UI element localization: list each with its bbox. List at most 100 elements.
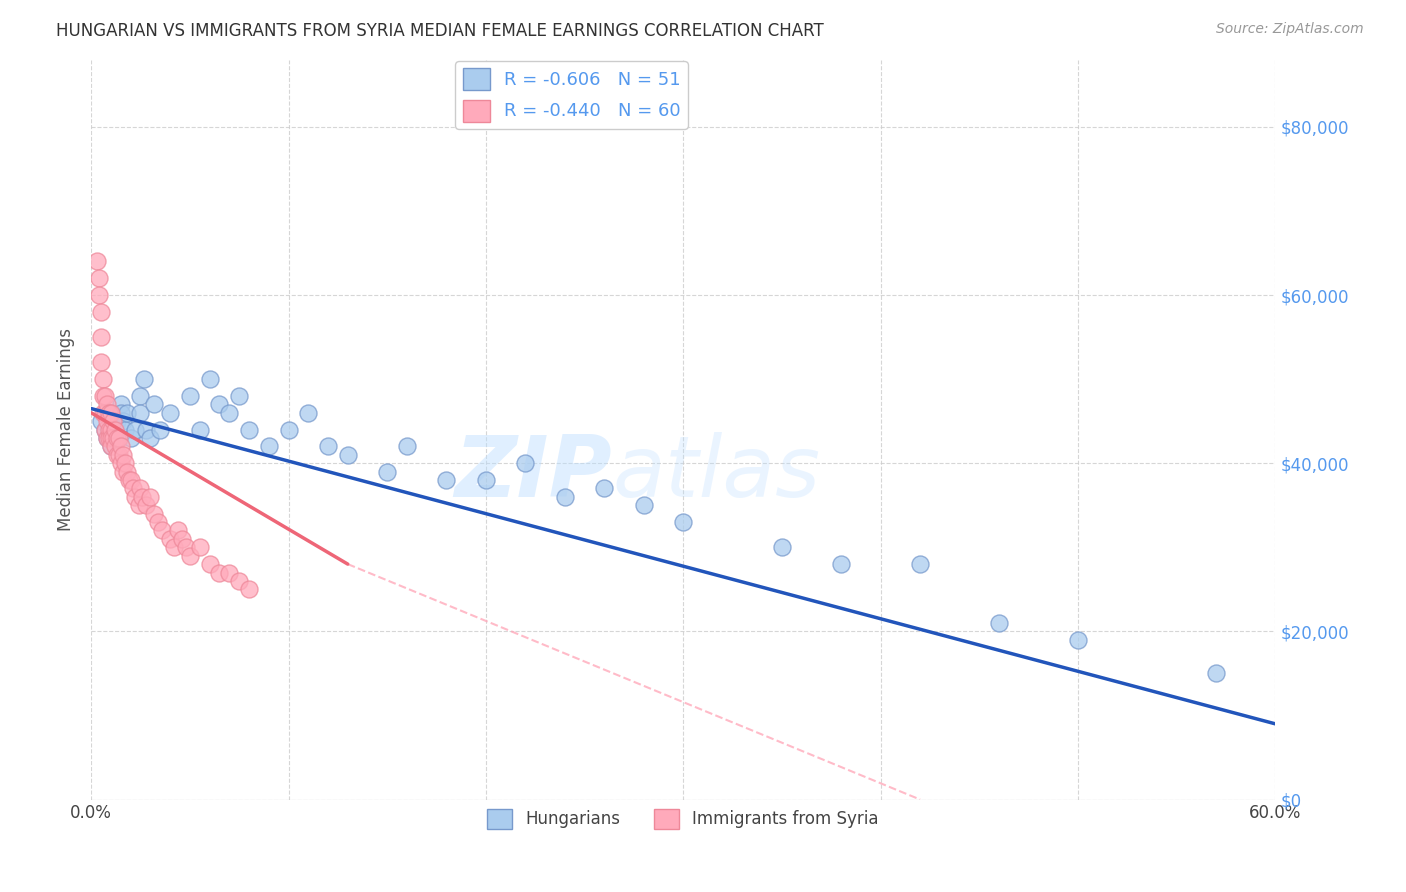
Hungarians bbox=[188, 423, 211, 437]
Hungarians bbox=[277, 423, 299, 437]
Hungarians bbox=[475, 473, 498, 487]
Immigrants from Syria bbox=[94, 423, 117, 437]
Hungarians bbox=[908, 557, 931, 571]
Hungarians bbox=[100, 406, 122, 420]
Immigrants from Syria bbox=[91, 406, 114, 420]
Immigrants from Syria bbox=[128, 498, 150, 512]
Immigrants from Syria bbox=[218, 566, 240, 580]
Hungarians bbox=[139, 431, 162, 445]
Hungarians bbox=[124, 423, 146, 437]
Immigrants from Syria bbox=[97, 431, 120, 445]
Immigrants from Syria bbox=[96, 397, 118, 411]
Text: ZIP: ZIP bbox=[454, 433, 612, 516]
Immigrants from Syria bbox=[111, 448, 134, 462]
Immigrants from Syria bbox=[87, 271, 110, 285]
Hungarians bbox=[115, 406, 138, 420]
Text: Source: ZipAtlas.com: Source: ZipAtlas.com bbox=[1216, 22, 1364, 37]
Immigrants from Syria bbox=[167, 524, 190, 538]
Hungarians bbox=[100, 423, 122, 437]
Immigrants from Syria bbox=[148, 515, 170, 529]
Hungarians bbox=[143, 397, 166, 411]
Hungarians bbox=[336, 448, 359, 462]
Immigrants from Syria bbox=[131, 490, 153, 504]
Hungarians bbox=[135, 423, 157, 437]
Hungarians bbox=[554, 490, 576, 504]
Hungarians bbox=[672, 515, 695, 529]
Immigrants from Syria bbox=[100, 423, 122, 437]
Immigrants from Syria bbox=[100, 431, 122, 445]
Hungarians bbox=[96, 431, 118, 445]
Immigrants from Syria bbox=[104, 423, 127, 437]
Hungarians bbox=[129, 389, 152, 403]
Hungarians bbox=[988, 615, 1011, 630]
Hungarians bbox=[297, 406, 319, 420]
Immigrants from Syria bbox=[101, 414, 124, 428]
Hungarians bbox=[120, 431, 142, 445]
Hungarians bbox=[179, 389, 201, 403]
Hungarians bbox=[134, 372, 156, 386]
Immigrants from Syria bbox=[159, 532, 181, 546]
Immigrants from Syria bbox=[94, 406, 117, 420]
Immigrants from Syria bbox=[174, 541, 197, 555]
Immigrants from Syria bbox=[208, 566, 231, 580]
Immigrants from Syria bbox=[118, 473, 141, 487]
Immigrants from Syria bbox=[139, 490, 162, 504]
Immigrants from Syria bbox=[150, 524, 173, 538]
Immigrants from Syria bbox=[101, 431, 124, 445]
Immigrants from Syria bbox=[124, 490, 146, 504]
Hungarians bbox=[107, 431, 129, 445]
Hungarians bbox=[375, 465, 398, 479]
Immigrants from Syria bbox=[179, 549, 201, 563]
Hungarians bbox=[114, 423, 136, 437]
Immigrants from Syria bbox=[90, 330, 112, 344]
Immigrants from Syria bbox=[90, 355, 112, 369]
Immigrants from Syria bbox=[105, 448, 128, 462]
Immigrants from Syria bbox=[90, 305, 112, 319]
Hungarians bbox=[90, 414, 112, 428]
Legend: Hungarians, Immigrants from Syria: Hungarians, Immigrants from Syria bbox=[481, 802, 886, 836]
Hungarians bbox=[111, 414, 134, 428]
Immigrants from Syria bbox=[111, 465, 134, 479]
Hungarians bbox=[316, 439, 339, 453]
Text: atlas: atlas bbox=[612, 433, 820, 516]
Immigrants from Syria bbox=[163, 541, 186, 555]
Immigrants from Syria bbox=[135, 498, 157, 512]
Immigrants from Syria bbox=[96, 431, 118, 445]
Text: HUNGARIAN VS IMMIGRANTS FROM SYRIA MEDIAN FEMALE EARNINGS CORRELATION CHART: HUNGARIAN VS IMMIGRANTS FROM SYRIA MEDIA… bbox=[56, 22, 824, 40]
Immigrants from Syria bbox=[120, 473, 142, 487]
Hungarians bbox=[436, 473, 458, 487]
Immigrants from Syria bbox=[198, 557, 221, 571]
Hungarians bbox=[110, 406, 132, 420]
Immigrants from Syria bbox=[188, 541, 211, 555]
Hungarians bbox=[149, 423, 172, 437]
Y-axis label: Median Female Earnings: Median Female Earnings bbox=[58, 328, 75, 531]
Hungarians bbox=[1067, 632, 1090, 647]
Immigrants from Syria bbox=[94, 389, 117, 403]
Immigrants from Syria bbox=[143, 507, 166, 521]
Immigrants from Syria bbox=[228, 574, 250, 588]
Immigrants from Syria bbox=[104, 439, 127, 453]
Hungarians bbox=[515, 456, 537, 470]
Hungarians bbox=[228, 389, 250, 403]
Hungarians bbox=[1205, 666, 1227, 681]
Immigrants from Syria bbox=[170, 532, 193, 546]
Hungarians bbox=[257, 439, 280, 453]
Immigrants from Syria bbox=[121, 482, 143, 496]
Immigrants from Syria bbox=[107, 431, 129, 445]
Hungarians bbox=[198, 372, 221, 386]
Hungarians bbox=[110, 397, 132, 411]
Hungarians bbox=[238, 423, 260, 437]
Hungarians bbox=[100, 439, 122, 453]
Immigrants from Syria bbox=[87, 288, 110, 302]
Immigrants from Syria bbox=[100, 439, 122, 453]
Immigrants from Syria bbox=[105, 431, 128, 445]
Hungarians bbox=[593, 482, 616, 496]
Immigrants from Syria bbox=[86, 254, 108, 268]
Immigrants from Syria bbox=[238, 582, 260, 597]
Immigrants from Syria bbox=[96, 414, 118, 428]
Immigrants from Syria bbox=[91, 372, 114, 386]
Hungarians bbox=[159, 406, 181, 420]
Immigrants from Syria bbox=[115, 465, 138, 479]
Immigrants from Syria bbox=[110, 439, 132, 453]
Immigrants from Syria bbox=[97, 423, 120, 437]
